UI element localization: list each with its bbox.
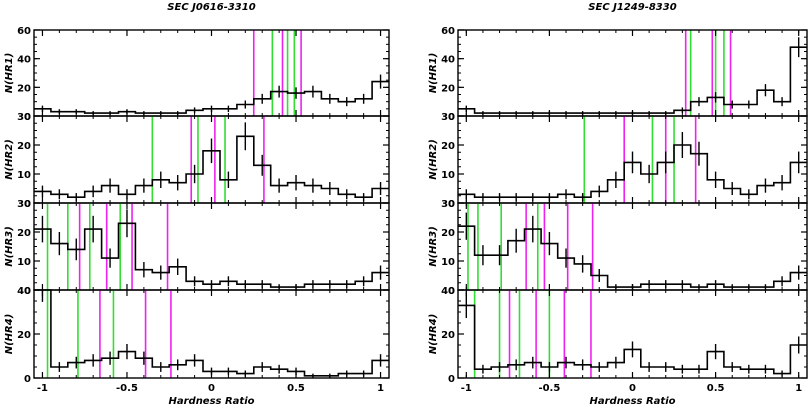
histogram-step [458, 225, 807, 288]
x-tick-label: -0.5 [538, 383, 560, 394]
y-tick-label: 0 [448, 199, 455, 210]
y-tick-label: 60 [17, 26, 31, 37]
y-tick-label: 40 [17, 55, 31, 66]
panel-1: 0 20 40 60 N(HR1) [4, 26, 390, 123]
y-tick-label: 40 [441, 55, 455, 66]
histogram-step [34, 80, 389, 114]
y-tick-label: 0 [24, 374, 31, 385]
y-tick-label: 20 [17, 228, 31, 239]
histogram-step [458, 46, 807, 114]
y-tick-label: 10 [17, 257, 31, 268]
y-tick-label: 60 [441, 26, 455, 37]
y-tick-label: 0 [24, 286, 31, 297]
y-tick-label: 10 [17, 170, 31, 181]
x-tick-label: -1 [37, 383, 48, 394]
y-tick-label: 20 [441, 330, 455, 341]
y-axis-label: N(HR3) [4, 226, 15, 267]
y-tick-label: 20 [17, 141, 31, 152]
y-tick-label: 0 [448, 374, 455, 385]
y-axis-label: N(HR2) [4, 139, 15, 180]
panel-frame [33, 289, 390, 379]
y-tick-label: 0 [24, 199, 31, 210]
y-tick-label: 20 [17, 83, 31, 94]
panel-frame [457, 29, 808, 117]
chart-title: SEC J1249-8330 [588, 2, 676, 13]
x-tick-label: -0.5 [116, 383, 138, 394]
y-axis-label: N(HR1) [428, 53, 439, 94]
y-axis-label: N(HR4) [428, 314, 439, 355]
x-axis-label: Hardness Ratio [168, 396, 254, 407]
x-tick-label: 0.5 [287, 383, 305, 394]
y-axis-label: N(HR3) [428, 226, 439, 267]
y-tick-label: 20 [441, 141, 455, 152]
y-tick-label: 20 [441, 228, 455, 239]
y-tick-label: 30 [17, 112, 31, 123]
histogram-step [34, 289, 389, 377]
y-tick-label: 30 [441, 112, 455, 123]
y-tick-label: 0 [448, 112, 455, 123]
x-tick-label: -1 [461, 383, 472, 394]
y-tick-label: 40 [17, 286, 31, 297]
panel-frame [33, 202, 390, 291]
histogram-step [458, 304, 807, 375]
x-tick-label: 0 [208, 383, 215, 394]
y-axis-label: N(HR1) [4, 53, 15, 94]
chart-title: SEC J0616-3310 [167, 2, 255, 13]
x-axis-label: Hardness Ratio [589, 396, 675, 407]
panel-2: 0 10 20 30 N(HR2) [4, 112, 390, 210]
y-tick-label: 10 [441, 170, 455, 181]
panel-2: 0 10 20 30 N(HR2) [428, 112, 808, 210]
x-tick-label: 1 [795, 383, 802, 394]
chart-1: SEC J0616-33100204060N(HR1)0102030N(HR2)… [4, 2, 390, 407]
panel-3: 0 10 20 30 N(HR3) [4, 199, 390, 297]
x-tick-label: 1 [377, 383, 384, 394]
y-tick-label: 20 [17, 330, 31, 341]
y-tick-label: 30 [441, 199, 455, 210]
y-axis-label: N(HR4) [4, 314, 15, 355]
panel-4: 0 20 40 N(HR4) [428, 286, 808, 385]
panel-4: 0 20 40 N(HR4) [4, 286, 390, 385]
y-tick-label: 40 [441, 286, 455, 297]
y-tick-label: 0 [448, 286, 455, 297]
y-axis-label: N(HR2) [428, 139, 439, 180]
y-tick-label: 20 [441, 83, 455, 94]
y-tick-label: 10 [441, 257, 455, 268]
panel-3: 0 10 20 30 N(HR3) [428, 199, 808, 297]
x-tick-label: 0 [629, 383, 636, 394]
panel-frame [33, 29, 390, 117]
y-tick-label: 30 [17, 199, 31, 210]
chart-2: SEC J1249-83300204060N(HR1)0102030N(HR2)… [428, 2, 808, 407]
x-tick-label: 0.5 [707, 383, 725, 394]
histogram-step [34, 222, 389, 288]
panel-1: 0 20 40 60 N(HR1) [428, 26, 808, 123]
y-tick-label: 0 [24, 112, 31, 123]
panel-frame [457, 202, 808, 291]
